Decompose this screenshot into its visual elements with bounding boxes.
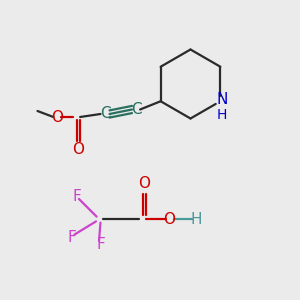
Text: F: F bbox=[72, 189, 81, 204]
Text: O: O bbox=[138, 176, 150, 191]
Text: N: N bbox=[216, 92, 228, 107]
Text: F: F bbox=[96, 237, 105, 252]
Text: C: C bbox=[131, 102, 142, 117]
Text: O: O bbox=[72, 142, 84, 158]
Text: O: O bbox=[51, 110, 63, 124]
Text: C: C bbox=[100, 106, 110, 122]
Text: F: F bbox=[68, 230, 76, 244]
Text: H: H bbox=[191, 212, 202, 226]
Text: O: O bbox=[164, 212, 175, 226]
Text: H: H bbox=[217, 108, 227, 122]
